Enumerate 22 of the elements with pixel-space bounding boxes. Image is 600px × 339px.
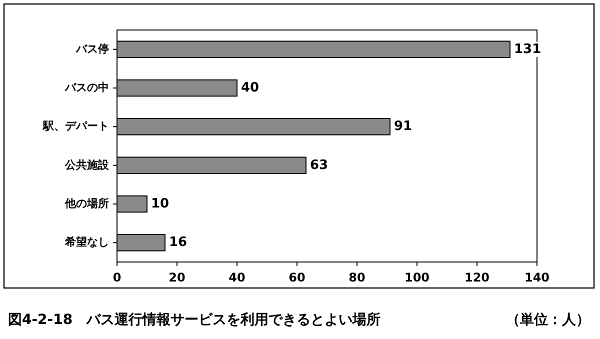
x-tick-label: 120	[464, 270, 490, 284]
y-tick-label: 駅、デパート	[42, 120, 109, 133]
x-tick-label: 60	[288, 270, 306, 284]
y-tick-label: 希望なし	[64, 236, 109, 249]
x-tick-label: 40	[228, 270, 246, 284]
data-label: 131	[514, 42, 542, 57]
data-label: 91	[394, 119, 412, 134]
data-label: 16	[169, 235, 188, 250]
data-label: 40	[241, 80, 260, 96]
data-label: 63	[310, 158, 328, 173]
x-tick-label: 0	[112, 270, 122, 284]
x-tick-label: 100	[404, 270, 430, 284]
x-tick-label: 80	[348, 270, 366, 284]
y-tick-label: バスの中	[64, 81, 109, 94]
x-tick-label: 140	[524, 270, 550, 284]
text: （単位：人）	[506, 312, 590, 328]
data-label: 10	[151, 196, 170, 212]
x-tick-label: 20	[168, 270, 186, 284]
y-tick-label: 他の場所	[64, 197, 109, 210]
text: 図4-2-18 バス運行情報サービスを利用できるとよい場所	[8, 312, 381, 328]
y-tick-label: バス停	[75, 42, 109, 56]
y-tick-label: 公共施設	[64, 158, 110, 172]
